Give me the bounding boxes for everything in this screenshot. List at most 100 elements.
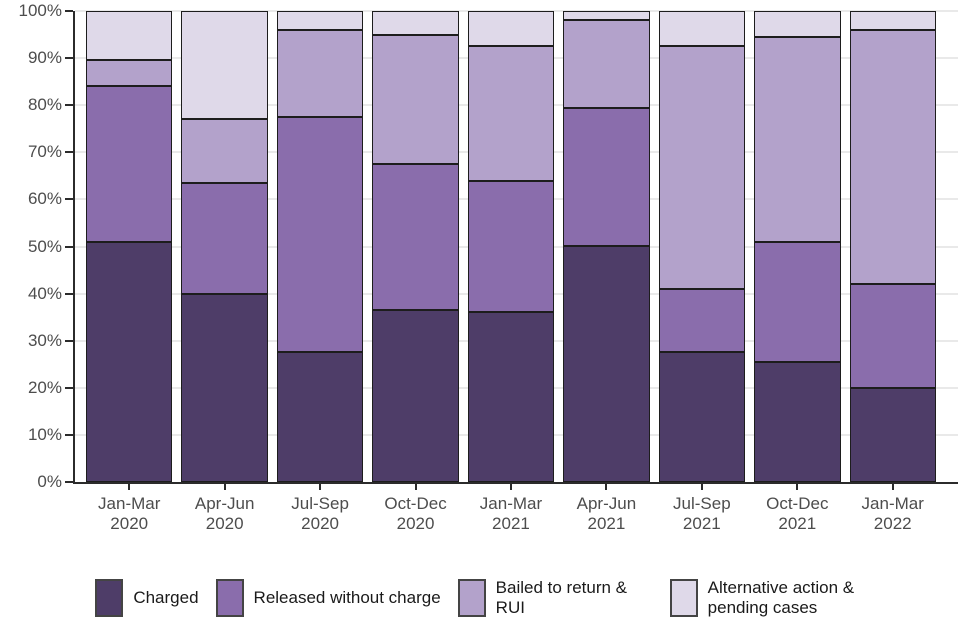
segment-charged bbox=[276, 352, 364, 482]
bar-oct-dec-2020 bbox=[372, 11, 459, 482]
segment-released-without-charge bbox=[372, 164, 459, 311]
bar-oct-dec-2021 bbox=[754, 11, 841, 482]
segment-bailed-to-return-rui bbox=[181, 119, 268, 183]
x-tick-label-jan-mar-2022: Jan-Mar 2022 bbox=[850, 484, 936, 534]
y-axis-tick bbox=[65, 339, 73, 342]
x-axis-tick bbox=[605, 484, 608, 490]
segment-released-without-charge bbox=[467, 180, 555, 313]
x-axis-tick bbox=[796, 484, 799, 490]
segment-bailed-to-return-rui bbox=[658, 46, 746, 289]
legend-item-charged: Charged bbox=[95, 579, 199, 617]
x-tick-label-line2: 2021 bbox=[587, 514, 626, 533]
segment-alternative-action-pending-cases bbox=[372, 11, 459, 35]
x-tick-label-line2: 2021 bbox=[778, 514, 817, 533]
legend-label: Charged bbox=[133, 588, 199, 607]
legend-label: Bailed to return & RUI bbox=[495, 578, 628, 617]
y-tick-label: 60% bbox=[27, 189, 62, 209]
segment-released-without-charge bbox=[849, 284, 936, 388]
legend-label: Alternative action & pending cases bbox=[707, 578, 855, 617]
segment-alternative-action-pending-cases bbox=[754, 11, 841, 37]
y-axis-tick bbox=[65, 481, 73, 483]
x-axis-tick bbox=[223, 484, 226, 490]
y-axis-labels: 0% 10% 20% 30% 40% 50% 60% 70% 80% 90% 100% bbox=[0, 1, 62, 491]
x-axis-tick bbox=[891, 484, 894, 490]
x-axis-tick bbox=[319, 484, 322, 490]
segment-alternative-action-pending-cases bbox=[563, 11, 650, 21]
segment-released-without-charge bbox=[563, 107, 650, 247]
y-axis-tick bbox=[65, 57, 73, 60]
bar-jul-sep-2021 bbox=[658, 11, 746, 482]
x-axis-tick bbox=[509, 484, 512, 490]
segment-alternative-action-pending-cases bbox=[658, 11, 746, 47]
plot-area bbox=[65, 10, 958, 484]
y-tick-label: 100% bbox=[18, 1, 62, 20]
bar-apr-jun-2020 bbox=[181, 11, 268, 482]
x-axis-tick bbox=[414, 484, 417, 490]
y-axis-tick bbox=[65, 151, 73, 154]
segment-charged bbox=[754, 361, 841, 482]
segment-charged bbox=[849, 387, 936, 482]
segment-bailed-to-return-rui bbox=[849, 29, 936, 285]
x-tick-label-line2: 2021 bbox=[682, 514, 721, 533]
y-axis-tick bbox=[65, 292, 73, 295]
bars bbox=[75, 11, 958, 482]
x-axis-tick bbox=[700, 484, 703, 490]
segment-bailed-to-return-rui bbox=[563, 20, 650, 108]
y-tick-label: 20% bbox=[27, 377, 62, 397]
y-tick-label: 10% bbox=[27, 424, 62, 444]
x-tick-label-line2: 2020 bbox=[110, 514, 149, 533]
segment-charged bbox=[372, 310, 459, 482]
x-tick-label-line1: Apr-Jun bbox=[194, 494, 255, 513]
x-tick-label-jan-mar-2021: Jan-Mar 2021 bbox=[468, 484, 554, 534]
x-tick-label-oct-dec-2020: Oct-Dec 2020 bbox=[372, 484, 458, 534]
x-tick-label-oct-dec-2021: Oct-Dec 2021 bbox=[754, 484, 840, 534]
x-tick-label-line1: Jan-Mar bbox=[861, 494, 924, 513]
segment-charged bbox=[467, 312, 555, 482]
segment-released-without-charge bbox=[754, 241, 841, 362]
segment-charged bbox=[181, 293, 268, 482]
segment-alternative-action-pending-cases bbox=[181, 11, 268, 120]
segment-released-without-charge bbox=[86, 86, 173, 242]
legend-swatch bbox=[95, 579, 124, 617]
segment-alternative-action-pending-cases bbox=[276, 11, 364, 30]
x-tick-label-line2: 2020 bbox=[301, 514, 339, 533]
y-axis-tick bbox=[65, 433, 73, 436]
y-tick-label: 0% bbox=[37, 472, 62, 491]
segment-alternative-action-pending-cases bbox=[86, 11, 173, 61]
y-tick-label: 50% bbox=[27, 236, 62, 256]
x-tick-label-apr-jun-2021: Apr-Jun 2021 bbox=[563, 484, 649, 534]
x-axis-labels: Jan-Mar 2020 Apr-Jun 2020 Jul-Sep 2020 Oct-Dec… bbox=[75, 484, 958, 534]
bar-jan-mar-2021 bbox=[467, 11, 555, 482]
segment-bailed-to-return-rui bbox=[276, 29, 364, 117]
legend: Charged Released without charge Bailed to … bbox=[0, 578, 960, 618]
x-tick-label-line2: 2022 bbox=[873, 514, 912, 533]
segment-charged bbox=[563, 246, 650, 482]
segment-bailed-to-return-rui bbox=[467, 46, 555, 181]
y-axis-tick bbox=[65, 245, 73, 248]
segment-released-without-charge bbox=[276, 116, 364, 353]
x-tick-label-line1: Jan-Mar bbox=[479, 494, 543, 513]
y-axis-tick bbox=[65, 386, 73, 389]
legend-swatch bbox=[457, 579, 486, 617]
x-tick-label-line2: 2020 bbox=[205, 514, 244, 533]
segment-bailed-to-return-rui bbox=[754, 36, 841, 242]
segment-charged bbox=[86, 241, 173, 482]
y-axis-tick bbox=[65, 10, 73, 12]
legend-label: Released without charge bbox=[253, 588, 441, 607]
x-tick-label-line1: Oct-Dec bbox=[766, 494, 829, 513]
legend-swatch bbox=[669, 579, 698, 617]
segment-bailed-to-return-rui bbox=[372, 34, 459, 165]
bar-jan-mar-2022 bbox=[849, 11, 936, 482]
x-tick-label-line1: Jul-Sep bbox=[291, 494, 349, 513]
x-tick-label-jul-sep-2020: Jul-Sep 2020 bbox=[277, 484, 363, 534]
y-tick-label: 40% bbox=[27, 283, 62, 303]
bar-jul-sep-2020 bbox=[276, 11, 364, 482]
legend-item-alternative-action-pending-cases: Alternative action & pending cases bbox=[669, 578, 865, 618]
x-tick-label-line2: 2020 bbox=[396, 514, 435, 533]
x-tick-label-line1: Apr-Jun bbox=[576, 494, 637, 513]
segment-bailed-to-return-rui bbox=[86, 60, 173, 87]
y-axis-tick bbox=[65, 104, 73, 107]
legend-item-released-without-charge: Released without charge bbox=[215, 579, 441, 617]
x-axis-tick bbox=[128, 484, 131, 490]
